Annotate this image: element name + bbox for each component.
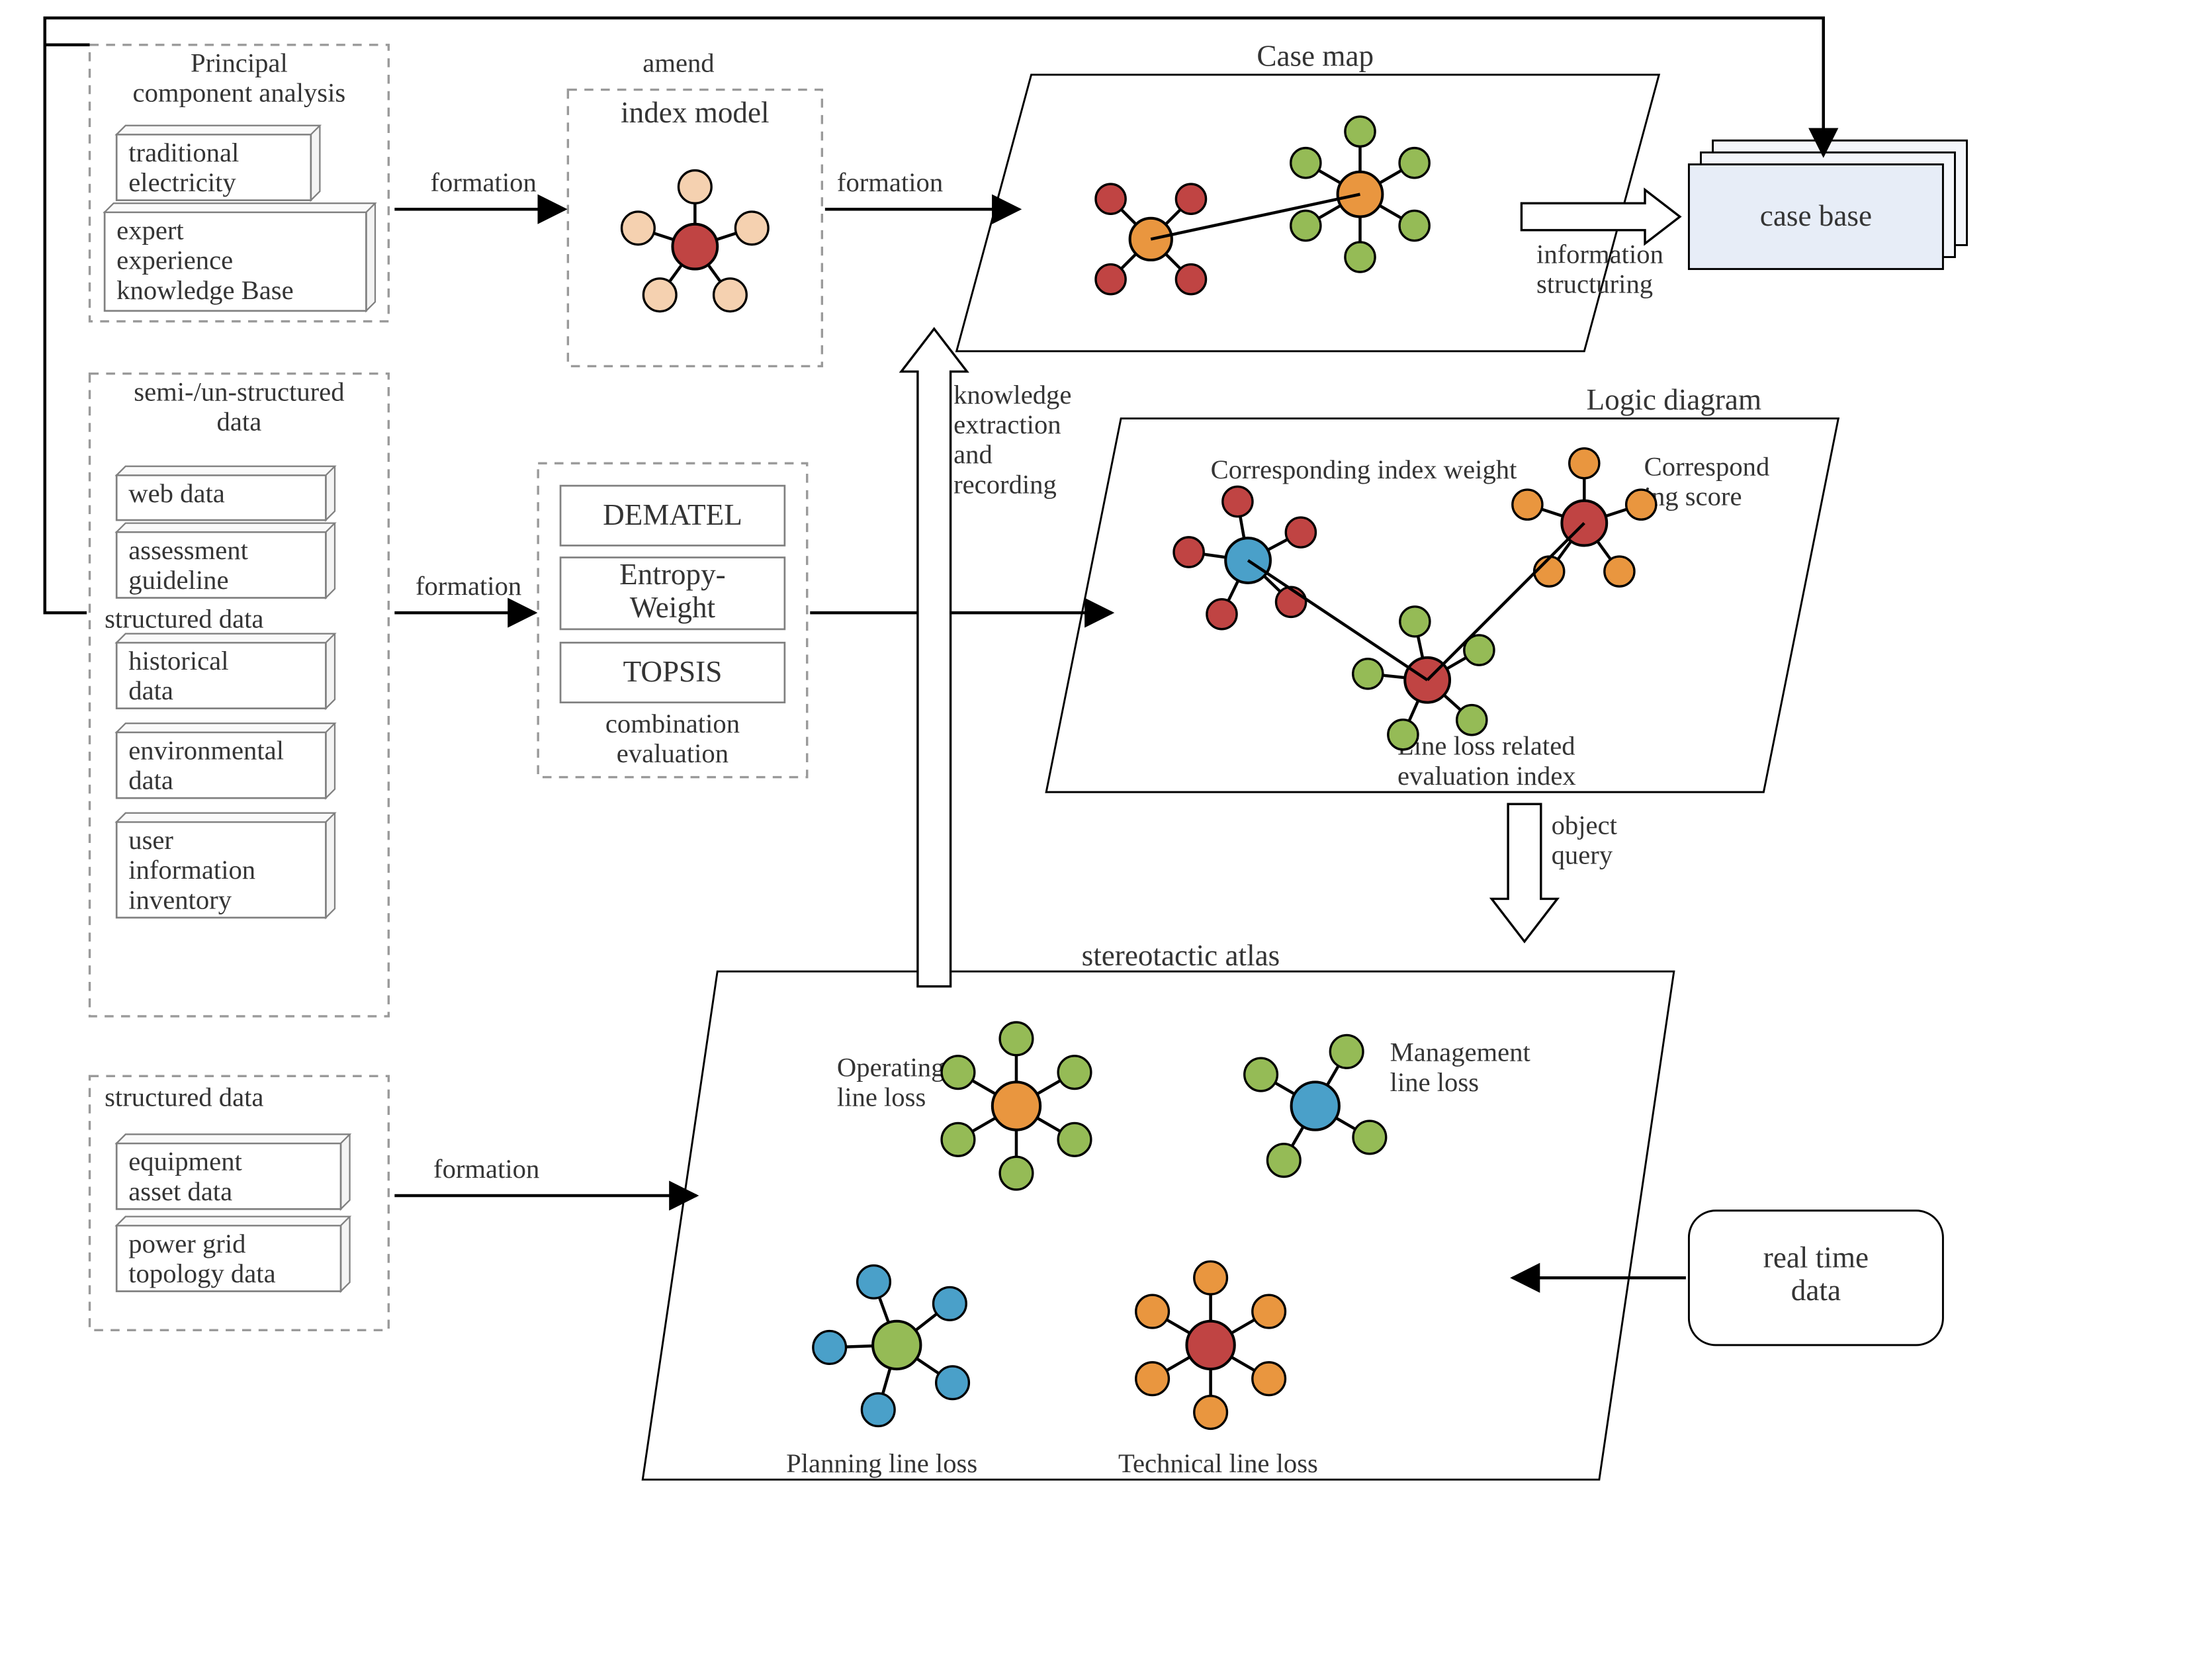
label: line loss: [837, 1082, 926, 1112]
label: data: [217, 407, 262, 437]
para-atlas: stereotactic atlasOperatingline lossMana…: [642, 939, 1674, 1479]
logic-to-atlas-label: query: [1552, 840, 1613, 870]
label: semi-/un-structured: [134, 376, 344, 406]
box-semi_b4: environmentaldata: [116, 723, 335, 798]
label: line loss: [1390, 1067, 1479, 1097]
label: historical: [128, 646, 228, 676]
index-to-casemap-label: formation: [837, 167, 943, 197]
label: Principal: [191, 48, 288, 77]
pca-to-index-label: formation: [431, 167, 537, 197]
label: structured data: [105, 604, 263, 634]
label: web data: [128, 478, 225, 508]
label: real time: [1763, 1241, 1869, 1274]
casebase-label: case base: [1760, 199, 1872, 232]
atlas-to-logic-label: recording: [953, 469, 1057, 499]
link-logic_ll-logic_cs: [1427, 523, 1584, 680]
label: information: [128, 855, 255, 885]
label: data: [128, 676, 173, 705]
casemap-to-casebase-label: structuring: [1536, 269, 1653, 299]
title-casemap: Case map: [1257, 39, 1374, 72]
label: inventory: [128, 885, 232, 914]
label: traditional: [128, 138, 239, 167]
realtime: real timedata: [1689, 1211, 1943, 1345]
label: evaluation index: [1397, 761, 1576, 791]
lbl-technical: Technical line loss: [1118, 1448, 1318, 1478]
panel-struct: structured data equipmentasset data power …: [90, 1076, 389, 1330]
label: evaluation: [617, 738, 729, 768]
cluster-atlas_op: [942, 1022, 1091, 1190]
label: Correspond: [1644, 451, 1770, 481]
label: index model: [621, 96, 769, 129]
label: Weight: [630, 591, 716, 624]
cluster-casemap_left: [1096, 184, 1206, 294]
label: Operating: [837, 1052, 945, 1082]
casemap-to-casebase: informationstructuring: [1521, 190, 1679, 299]
label: guideline: [128, 565, 228, 595]
cluster-index_model: [622, 171, 769, 312]
box-st_b2: power gridtopology data: [116, 1217, 349, 1292]
label: environmental: [128, 735, 284, 765]
label: combination: [605, 709, 740, 738]
label-amend: amend: [642, 48, 714, 77]
para-casemap: Case map: [957, 39, 1659, 351]
box-semi_note: structured data: [105, 604, 263, 634]
box-semi_b1: web data: [116, 466, 335, 520]
box-semi_b3: historicaldata: [116, 634, 335, 709]
para-logic: Logic diagram Corresponding index weight C…: [1046, 383, 1838, 792]
cluster-atlas_tc: [1136, 1261, 1286, 1429]
panel-combo: DEMATEL Entropy-Weight TOPSIS combinationev…: [538, 463, 807, 777]
label: DEMATEL: [603, 498, 742, 531]
box-cb2: Entropy-Weight: [560, 558, 785, 629]
label: component analysis: [133, 78, 346, 108]
lbl-planning: Planning line loss: [786, 1448, 977, 1478]
label: power grid: [128, 1229, 245, 1258]
label: electricity: [128, 167, 236, 197]
cluster-logic_ciw: [1174, 486, 1315, 629]
label: ing score: [1644, 481, 1742, 511]
box-cb1: DEMATEL: [560, 486, 785, 545]
label: knowledge Base: [116, 275, 293, 305]
cluster-atlas_mg: [1245, 1035, 1386, 1176]
panel-semi: semi-/un-structureddataweb dataassessmen…: [90, 374, 389, 1016]
logic-to-atlas-label: object: [1552, 810, 1618, 840]
title-logic: Logic diagram: [1587, 383, 1762, 416]
atlas-to-logic: knowledgeextractionandrecording: [901, 329, 1071, 987]
label: Corresponding index weight: [1211, 455, 1517, 484]
label: Line loss related: [1397, 731, 1575, 761]
label: TOPSIS: [623, 655, 723, 688]
atlas-to-logic-label: and: [953, 439, 993, 469]
semi-feedback: [45, 45, 87, 613]
atlas-to-logic-label: knowledge: [953, 380, 1071, 410]
box-cb3: TOPSIS: [560, 642, 785, 702]
semi-to-combo-label: formation: [416, 571, 521, 601]
label: asset data: [128, 1176, 232, 1206]
box-semi_b5: userinformationinventory: [116, 813, 335, 918]
box-st_b1: equipmentasset data: [116, 1134, 349, 1209]
label: user: [128, 825, 173, 855]
label: data: [1791, 1274, 1841, 1307]
casemap-to-casebase-label: information: [1536, 240, 1663, 269]
panel-pca: Principalcomponent analysis traditionalel…: [90, 45, 389, 322]
box-semi_b2: assessmentguideline: [116, 523, 335, 598]
label: structured data: [105, 1082, 263, 1112]
atlas-to-logic-label: extraction: [953, 410, 1061, 439]
label: Entropy-: [619, 558, 726, 591]
label: expert: [116, 215, 184, 245]
box-pca_b2: expertexperienceknowledge Base: [105, 203, 375, 311]
cluster-atlas_pl: [813, 1266, 969, 1427]
casebase: case base: [1689, 140, 1967, 269]
label: data: [128, 766, 173, 795]
label: assessment: [128, 535, 248, 565]
title-atlas: stereotactic atlas: [1082, 939, 1280, 972]
logic-to-atlas: objectquery: [1491, 804, 1617, 942]
label: experience: [116, 245, 233, 275]
box-pca_b1: traditionalelectricity: [116, 126, 320, 200]
struct-to-atlas-label: formation: [433, 1154, 539, 1184]
label: Management: [1390, 1037, 1531, 1067]
label: topology data: [128, 1258, 275, 1288]
cluster-logic_cs: [1513, 449, 1656, 587]
label: equipment: [128, 1147, 242, 1176]
